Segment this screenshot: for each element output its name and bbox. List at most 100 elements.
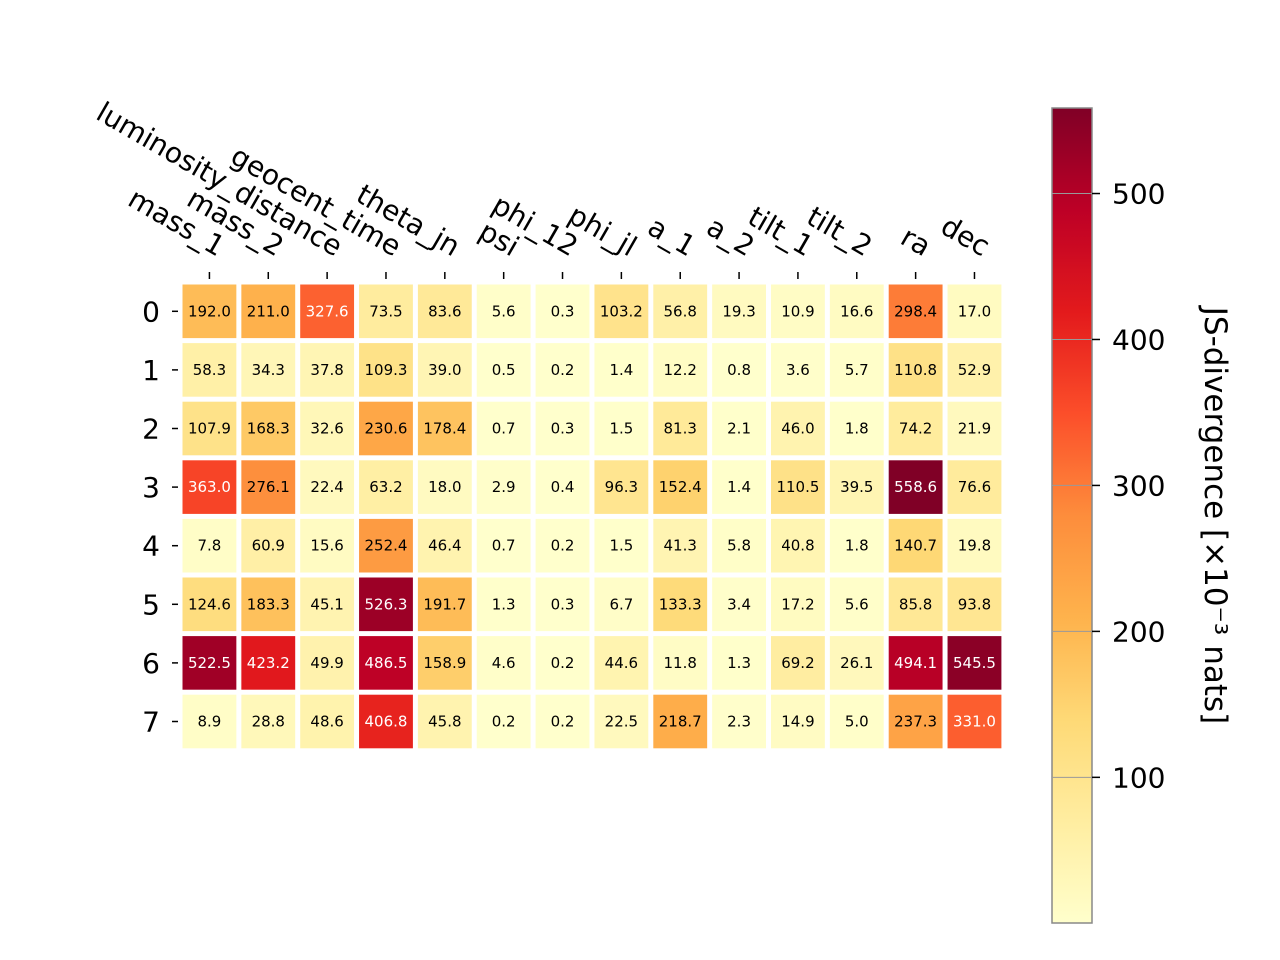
cell-value-label-4-11: 1.8 [845, 537, 869, 555]
heatmap-cell-0-8 [653, 284, 708, 339]
cell-value-label-1-7: 1.4 [609, 361, 633, 379]
heatmap-cell-7-10 [771, 694, 825, 749]
heatmap-cells: 192.0 211.0 327.6 73.5 83.6 5.6 0.3 103.2 56.8 19… [182, 284, 1002, 749]
cell-value-label-6-10: 69.2 [781, 654, 814, 672]
cell-value-label-1-5: 0.5 [492, 361, 516, 379]
heatmap-cell-5-12 [888, 577, 943, 632]
cell-value-label-2-9: 2.1 [727, 420, 751, 438]
cell-value-label-3-9: 1.4 [727, 478, 751, 496]
heatmap-cell-7-5 [476, 694, 531, 749]
heatmap-cell-0-11 [829, 284, 884, 339]
cell-value-label-0-6: 0.3 [551, 302, 575, 320]
cell-value-label-4-0: 7.8 [197, 537, 221, 555]
x-tick-label-13: dec [935, 209, 995, 263]
cell-value-label-2-13: 21.9 [958, 420, 991, 438]
cell-value-label-2-10: 46.0 [781, 420, 814, 438]
cell-value-label-4-6: 0.2 [551, 537, 575, 555]
heatmap-cell-7-3 [359, 694, 413, 749]
heatmap-cell-3-12 [888, 460, 943, 514]
heatmap-cell-1-12 [888, 343, 943, 397]
cell-value-label-7-5: 0.2 [492, 713, 516, 731]
heatmap-cell-5-4 [417, 577, 472, 632]
heatmap-cell-2-4 [417, 401, 472, 456]
cell-value-label-5-11: 5.6 [845, 595, 869, 613]
heatmap-cell-4-4 [417, 518, 472, 573]
cell-value-label-1-12: 110.8 [894, 361, 937, 379]
cell-value-label-6-1: 423.2 [247, 654, 290, 672]
heatmap-cell-1-10 [771, 343, 825, 397]
heatmap-cell-2-13 [947, 401, 1002, 456]
colorbar-tick-label-1: 200 [1112, 615, 1165, 648]
heatmap-cell-5-3 [359, 577, 413, 632]
cell-value-label-0-11: 16.6 [840, 302, 873, 320]
heatmap-cell-3-3 [359, 460, 413, 514]
x-axis-ticks: mass_1mass_2luminosity_distancegeocent_t… [91, 95, 995, 279]
heatmap-cell-4-8 [653, 518, 708, 573]
y-tick-label-7: 7 [142, 706, 160, 739]
cell-value-label-4-3: 252.4 [364, 537, 407, 555]
heatmap-cell-7-12 [888, 694, 943, 749]
heatmap-cell-0-12 [888, 284, 943, 339]
heatmap-cell-5-13 [947, 577, 1002, 632]
heatmap-cell-1-11 [829, 343, 884, 397]
cell-value-label-2-0: 107.9 [188, 420, 231, 438]
cell-value-label-7-12: 237.3 [894, 713, 937, 731]
heatmap-cell-1-6 [535, 343, 590, 397]
cell-value-label-5-1: 183.3 [247, 595, 290, 613]
x-tick-label-8: a_1 [642, 210, 701, 263]
cell-value-label-7-4: 45.8 [428, 713, 461, 731]
cell-value-label-1-8: 12.2 [664, 361, 697, 379]
heatmap-cell-6-0 [182, 636, 237, 690]
cell-value-label-4-8: 41.3 [664, 537, 697, 555]
heatmap-cell-6-1 [241, 636, 296, 690]
cell-value-label-0-13: 17.0 [958, 302, 991, 320]
heatmap-cell-4-5 [476, 518, 531, 573]
cell-value-label-7-1: 28.8 [252, 713, 285, 731]
cell-value-label-2-1: 168.3 [247, 420, 290, 438]
heatmap-cell-4-12 [888, 518, 943, 573]
heatmap-cell-3-8 [653, 460, 708, 514]
cell-value-label-3-12: 558.6 [894, 478, 937, 496]
heatmap-cell-6-5 [476, 636, 531, 690]
cell-value-label-3-11: 39.5 [840, 478, 873, 496]
cell-value-label-7-13: 331.0 [953, 713, 996, 731]
heatmap-cell-4-7 [594, 518, 649, 573]
heatmap-cell-1-2 [300, 343, 355, 397]
cell-value-label-2-4: 178.4 [423, 420, 466, 438]
cell-value-label-0-8: 56.8 [664, 302, 697, 320]
cell-value-label-6-12: 494.1 [894, 654, 937, 672]
cell-value-label-0-1: 211.0 [247, 302, 290, 320]
cell-value-label-2-12: 74.2 [899, 420, 932, 438]
heatmap-cell-5-6 [535, 577, 590, 632]
heatmap-cell-7-11 [829, 694, 884, 749]
heatmap-cell-5-9 [712, 577, 766, 632]
heatmap-cell-4-1 [241, 518, 296, 573]
heatmap-cell-2-10 [771, 401, 825, 456]
heatmap-cell-6-7 [594, 636, 649, 690]
cell-value-label-4-12: 140.7 [894, 537, 937, 555]
heatmap-cell-2-11 [829, 401, 884, 456]
x-tick-label-11: tilt_2 [801, 200, 878, 263]
cell-value-label-2-3: 230.6 [364, 420, 407, 438]
heatmap-cell-2-7 [594, 401, 649, 456]
colorbar-tick-label-0: 100 [1112, 761, 1165, 794]
cell-value-label-1-10: 3.6 [786, 361, 810, 379]
heatmap-cell-2-0 [182, 401, 237, 456]
heatmap-cell-1-8 [653, 343, 708, 397]
cell-value-label-5-3: 526.3 [364, 595, 407, 613]
heatmap-cell-2-1 [241, 401, 296, 456]
cell-value-label-2-2: 32.6 [310, 420, 343, 438]
heatmap-cell-3-1 [241, 460, 296, 514]
cell-value-label-3-7: 96.3 [605, 478, 638, 496]
y-tick-label-4: 4 [142, 530, 160, 563]
cell-value-label-6-11: 26.1 [840, 654, 873, 672]
colorbar-label: JS-divergence [×10⁻³ nats] [1197, 305, 1233, 725]
cell-value-label-6-13: 545.5 [953, 654, 996, 672]
heatmap-cell-3-11 [829, 460, 884, 514]
heatmap-cell-0-6 [535, 284, 590, 339]
cell-value-label-0-9: 19.3 [722, 302, 755, 320]
heatmap-cell-2-5 [476, 401, 531, 456]
colorbar-tick-label-3: 400 [1112, 323, 1165, 356]
heatmap-cell-6-4 [417, 636, 472, 690]
